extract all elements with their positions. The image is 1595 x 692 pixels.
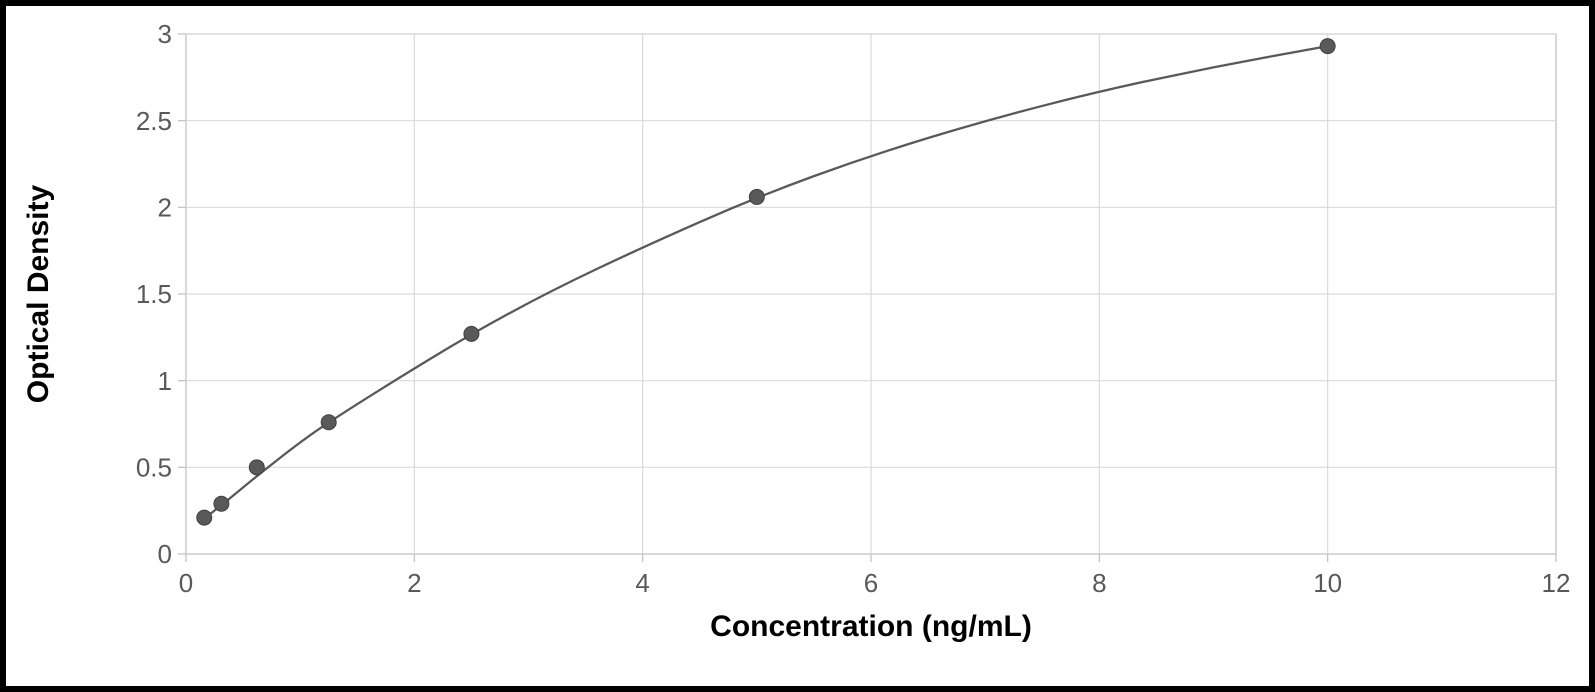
x-tick-label: 12 — [1542, 568, 1571, 598]
y-tick-label: 0.5 — [136, 452, 172, 482]
x-tick-label: 6 — [864, 568, 878, 598]
data-point — [464, 326, 479, 341]
x-tick-label: 2 — [407, 568, 421, 598]
data-point — [249, 460, 264, 475]
data-point — [749, 189, 764, 204]
chart-frame: 0 2 4 6 8 10 12 0 0.5 1 1.5 2 2.5 3 Concentration (ng/… — [0, 0, 1595, 692]
data-point — [214, 496, 229, 511]
x-axis-label: Concentration (ng/mL) — [710, 610, 1032, 643]
y-axis-label: Optical Density — [22, 184, 55, 403]
x-tick-label: 10 — [1313, 568, 1342, 598]
data-point — [197, 510, 212, 525]
y-tick-label: 2.5 — [136, 106, 172, 136]
chart-svg: 0 2 4 6 8 10 12 0 0.5 1 1.5 2 2.5 3 Concentration (ng/… — [6, 6, 1589, 686]
y-tick-label: 1.5 — [136, 279, 172, 309]
y-tick-label: 3 — [158, 19, 172, 49]
data-point — [1320, 39, 1335, 54]
data-point — [321, 415, 336, 430]
x-tick-label: 8 — [1092, 568, 1106, 598]
x-tick-label: 0 — [179, 568, 193, 598]
y-tick-label: 0 — [158, 539, 172, 569]
y-tick-label: 1 — [158, 366, 172, 396]
x-tick-label: 4 — [635, 568, 649, 598]
y-tick-label: 2 — [158, 192, 172, 222]
